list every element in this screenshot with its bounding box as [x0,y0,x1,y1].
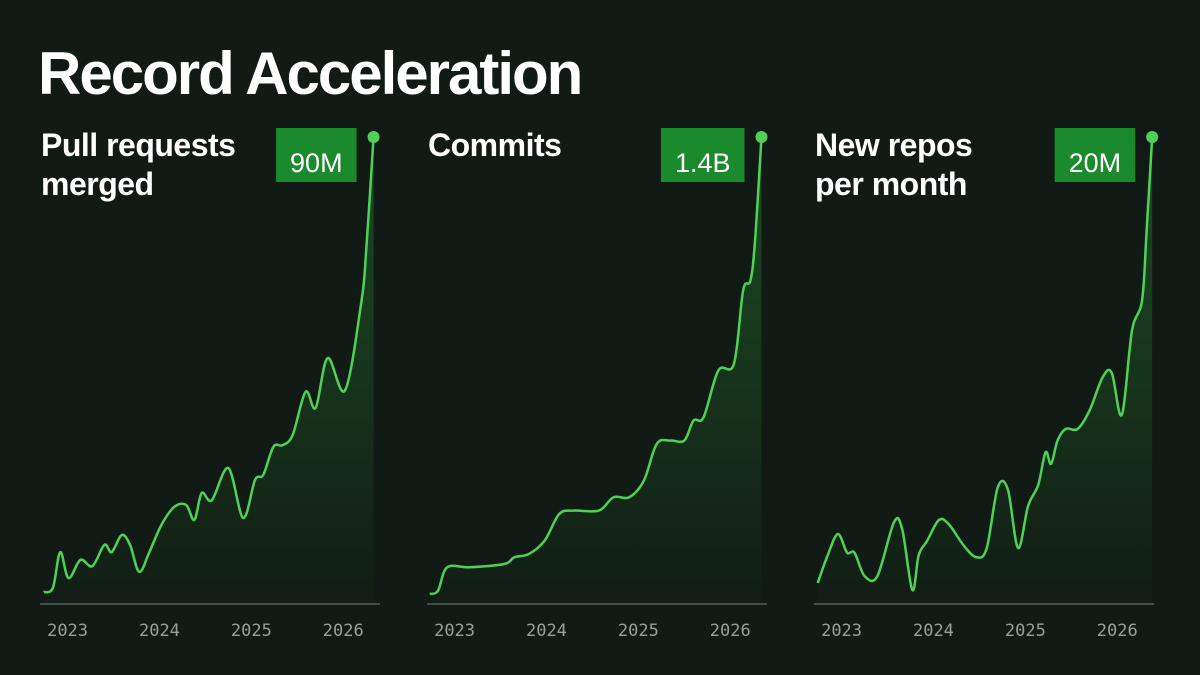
value-label: 90M [290,148,343,178]
area-fill [429,137,762,604]
x-tick-label: 2023 [821,621,862,641]
x-tick-label: 2023 [47,621,88,641]
x-tick-label: 2026 [1097,621,1138,641]
value-label: 20M [1069,148,1122,178]
area-fill [817,137,1153,604]
chart-title: New repos [815,127,972,163]
chart-title: per month [815,166,967,202]
value-label: 1.4B [675,148,731,178]
chart-title: Pull requests [41,127,235,163]
end-point [367,131,380,143]
chart-title: merged [41,166,154,202]
chart-title: Commits [428,127,561,163]
x-tick-label: 2025 [618,621,659,641]
line [429,136,763,596]
end-point [1146,131,1159,143]
x-tick-label: 2024 [913,621,954,641]
value-badge [660,128,745,182]
line [43,136,375,594]
x-tick-label: 2026 [323,621,364,641]
end-point [755,131,768,143]
value-badge [1054,128,1136,182]
x-tick-label: 2025 [1005,621,1046,641]
x-tick-label: 2024 [526,621,567,641]
line [816,136,1154,592]
area-fill [43,137,374,604]
x-tick-label: 2024 [139,621,180,641]
x-tick-label: 2026 [710,621,751,641]
x-tick-label: 2023 [434,621,475,641]
value-badge [276,128,357,182]
x-tick-label: 2025 [231,621,272,641]
page-title: Record Acceleration [38,40,581,107]
